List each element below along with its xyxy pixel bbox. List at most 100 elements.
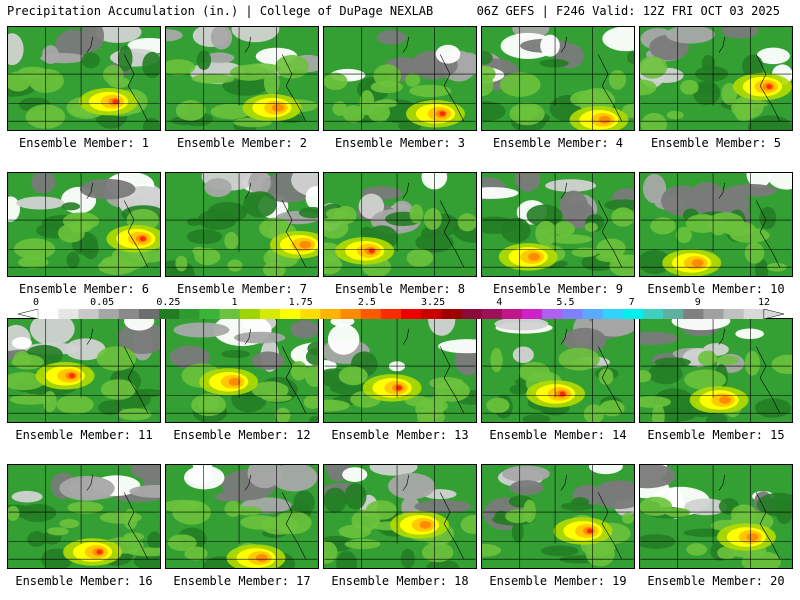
scale-tick-label: 0.05 [90,297,115,308]
scale-tick-label: 7 [628,297,635,308]
scale-tick-label: 4 [496,297,503,308]
ensemble-member-map [165,26,319,131]
scale-swatch [239,309,261,319]
precip-field [8,319,160,422]
precip-field [324,173,476,276]
scale-swatch [602,309,624,319]
model-run-info: 06Z GEFS | F246 Valid: 12Z FRI OCT 03 20… [476,4,780,18]
scale-swatch [280,309,301,319]
ensemble-member-label: Ensemble Member: 14 [489,428,627,442]
ensemble-member-label: Ensemble Member: 16 [15,574,153,588]
scale-swatch [663,309,684,319]
scale-tick-label: 0.25 [156,297,181,308]
ensemble-member-label: Ensemble Member: 8 [334,282,466,296]
ensemble-member-label: Ensemble Member: 18 [331,574,469,588]
scale-swatch [380,309,402,319]
scale-swatch [38,309,59,319]
scale-swatch [360,309,382,319]
ensemble-member-label: Ensemble Member: 9 [492,282,624,296]
ensemble-member-label: Ensemble Member: 17 [173,574,311,588]
ensemble-member-label: Ensemble Member: 5 [650,136,782,150]
scale-swatch [58,309,79,319]
precip-field [324,27,476,130]
scale-tick-label: 1 [231,297,238,308]
ensemble-member-map [323,26,477,131]
precip-field [166,465,318,568]
ensemble-member-map [639,172,793,277]
scale-swatch [521,309,543,319]
ensemble-member-map [481,172,635,277]
scale-tick-label: 3.25 [421,297,446,308]
scale-swatch [159,309,180,319]
ensemble-member-map [639,318,793,423]
precip-field [8,27,160,130]
precip-field [640,173,792,276]
scale-swatch [118,309,140,319]
scale-swatch [421,309,442,319]
scale-swatch [481,309,503,319]
scale-swatch [259,309,281,319]
scale-swatch [501,309,523,319]
ensemble-member-label: Ensemble Member: 19 [489,574,627,588]
scale-swatch [441,309,462,319]
ensemble-member-label: Ensemble Member: 7 [176,282,308,296]
ensemble-member-map [7,318,161,423]
ensemble-member-map [7,26,161,131]
scale-swatch [622,309,644,319]
ensemble-member-label: Ensemble Member: 15 [647,428,785,442]
precip-field [166,319,318,422]
scale-swatch [642,309,664,319]
precip-field [8,465,160,568]
ensemble-member-map [481,464,635,569]
precip-field [640,319,792,422]
scale-tick-label: 1.75 [288,297,313,308]
ensemble-member-map [165,318,319,423]
scale-swatch [219,309,241,319]
ensemble-member-label: Ensemble Member: 3 [334,136,466,150]
ensemble-member-map [481,26,635,131]
precip-field [640,465,792,568]
scale-tick-label: 5.5 [556,297,575,308]
ensemble-member-label: Ensemble Member: 10 [647,282,785,296]
ensemble-member-label: Ensemble Member: 20 [647,574,785,588]
scale-swatch [300,309,321,319]
ensemble-member-label: Ensemble Member: 6 [18,282,150,296]
scale-tick-label: 0 [32,297,40,308]
precip-color-scale [18,309,784,319]
scale-tick-label: 9 [694,297,701,308]
precip-field [482,319,634,422]
precip-field [324,319,476,422]
precip-field [482,173,634,276]
ensemble-member-label: Ensemble Member: 13 [331,428,469,442]
scale-right-arrow [763,309,784,319]
ensemble-member-map [323,464,477,569]
ensemble-member-label: Ensemble Member: 2 [176,136,308,150]
scale-swatch [138,309,160,319]
scale-swatch [340,309,362,319]
ensemble-member-map [165,464,319,569]
precip-field [482,27,634,130]
ensemble-member-label: Ensemble Member: 11 [15,428,153,442]
ensemble-member-map [323,172,477,277]
scale-swatch [179,309,200,319]
scale-swatch [562,309,583,319]
scale-swatch [723,309,745,319]
scale-swatch [98,309,120,319]
ensemble-member-label: Ensemble Member: 4 [492,136,624,150]
ensemble-member-map [165,172,319,277]
scale-swatch [199,309,221,319]
ensemble-member-map [481,318,635,423]
precip-field [166,27,318,130]
ensemble-member-map [7,172,161,277]
ensemble-member-map [639,26,793,131]
scale-swatch [582,309,604,319]
scale-tick-label: 12 [757,297,771,308]
scale-swatch [743,309,765,319]
precip-field [166,173,318,276]
precip-field [482,465,634,568]
ensemble-member-map [7,464,161,569]
scale-swatch [683,309,704,319]
ensemble-member-label: Ensemble Member: 1 [18,136,150,150]
map-title: Precipitation Accumulation (in.) | Colle… [7,4,434,18]
scale-left-arrow [18,309,39,319]
